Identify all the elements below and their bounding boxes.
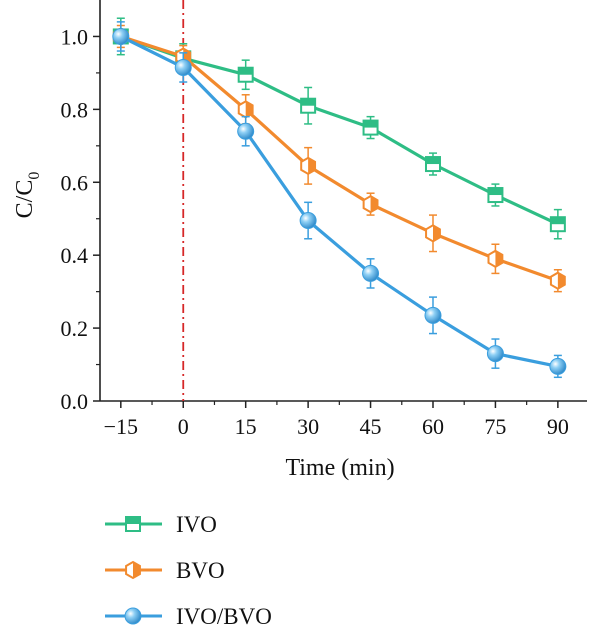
y-axis-label-group: C/C0 bbox=[12, 172, 43, 219]
data-point bbox=[425, 224, 441, 243]
marker-square-fill bbox=[301, 98, 316, 106]
y-tick-label: 1.0 bbox=[61, 24, 89, 49]
legend-swatch-marker bbox=[124, 607, 142, 625]
data-point bbox=[486, 345, 504, 363]
data-point bbox=[487, 187, 504, 204]
marker-sphere bbox=[362, 264, 380, 282]
y-ticks: 0.0 0.2 0.4 0.6 0.8 1.0 bbox=[61, 24, 100, 414]
legend-item-ivo: IVO bbox=[105, 512, 217, 537]
series-line bbox=[120, 35, 559, 368]
x-tick-label: 15 bbox=[235, 414, 257, 439]
legend-swatch-marker bbox=[125, 560, 141, 580]
y-tick-label: 0.4 bbox=[61, 243, 89, 268]
data-point bbox=[300, 97, 317, 114]
legend-swatch-marker bbox=[125, 516, 141, 532]
x-tick-label: 30 bbox=[297, 414, 319, 439]
data-point bbox=[549, 357, 567, 375]
x-tick-label: 75 bbox=[484, 414, 506, 439]
data-point bbox=[237, 66, 254, 83]
plot-frame bbox=[99, 0, 587, 402]
x-axis-label: Time (min) bbox=[285, 455, 394, 481]
marker-sphere bbox=[549, 357, 567, 375]
series-line bbox=[120, 34, 559, 226]
series-layer bbox=[112, 17, 567, 379]
x-ticks: −15 0 15 30 45 60 75 90 bbox=[104, 401, 569, 439]
marker-hexagon-fill bbox=[432, 225, 440, 242]
y-axis-label-main: C/C bbox=[12, 180, 38, 219]
marker-square-fill bbox=[238, 67, 253, 75]
series-ivo-bvo bbox=[112, 21, 567, 379]
marker-sphere bbox=[237, 122, 255, 140]
legend-label: BVO bbox=[176, 558, 225, 583]
marker-sphere bbox=[174, 58, 192, 76]
data-point bbox=[362, 119, 379, 136]
marker-square-fill bbox=[488, 188, 503, 196]
data-point bbox=[549, 216, 566, 233]
legend-item-ivo-bvo: IVO/BVO bbox=[105, 604, 272, 629]
x-tick-label: 45 bbox=[360, 414, 382, 439]
marker-square-fill bbox=[425, 157, 440, 165]
y-axis-label-subscript: 0 bbox=[26, 172, 43, 180]
marker-square-fill bbox=[363, 120, 378, 128]
x-tick-label: −15 bbox=[104, 414, 138, 439]
marker-square-fill bbox=[126, 517, 140, 524]
y-tick-label: 0.8 bbox=[61, 97, 89, 122]
legend-item-bvo: BVO bbox=[105, 558, 225, 583]
legend-label: IVO/BVO bbox=[176, 604, 272, 629]
marker-sphere bbox=[112, 27, 130, 45]
data-point bbox=[300, 156, 317, 176]
data-point bbox=[549, 271, 566, 290]
marker-sphere bbox=[486, 345, 504, 363]
legend-label: IVO bbox=[176, 512, 217, 537]
data-point bbox=[112, 27, 130, 45]
data-point bbox=[424, 306, 442, 324]
data-point bbox=[487, 249, 504, 268]
legend: IVO BVO IVO/BVO bbox=[105, 512, 272, 629]
marker-sphere bbox=[299, 212, 317, 230]
y-tick-label: 0.2 bbox=[61, 316, 89, 341]
data-point bbox=[424, 156, 441, 173]
data-point bbox=[174, 58, 192, 76]
marker-sphere bbox=[124, 607, 142, 625]
marker-hexagon-fill bbox=[245, 101, 253, 118]
marker-hexagon-fill bbox=[370, 196, 378, 213]
data-point bbox=[299, 212, 317, 230]
data-point bbox=[237, 100, 254, 119]
marker-hexagon-fill bbox=[133, 562, 140, 578]
x-tick-label: 0 bbox=[178, 414, 189, 439]
y-tick-label: 0.6 bbox=[61, 170, 89, 195]
series-line bbox=[120, 34, 559, 283]
y-axis-label: C/C0 bbox=[12, 172, 43, 219]
marker-hexagon-fill bbox=[308, 157, 316, 174]
marker-hexagon-fill bbox=[495, 250, 503, 267]
marker-hexagon-fill bbox=[557, 272, 565, 289]
x-tick-label: 60 bbox=[422, 414, 444, 439]
data-point bbox=[362, 194, 379, 214]
marker-sphere bbox=[424, 306, 442, 324]
y-tick-label: 0.0 bbox=[61, 389, 89, 414]
data-point bbox=[362, 264, 380, 282]
marker-square-fill bbox=[550, 217, 565, 225]
x-tick-label: 90 bbox=[547, 414, 569, 439]
data-point bbox=[237, 122, 255, 140]
